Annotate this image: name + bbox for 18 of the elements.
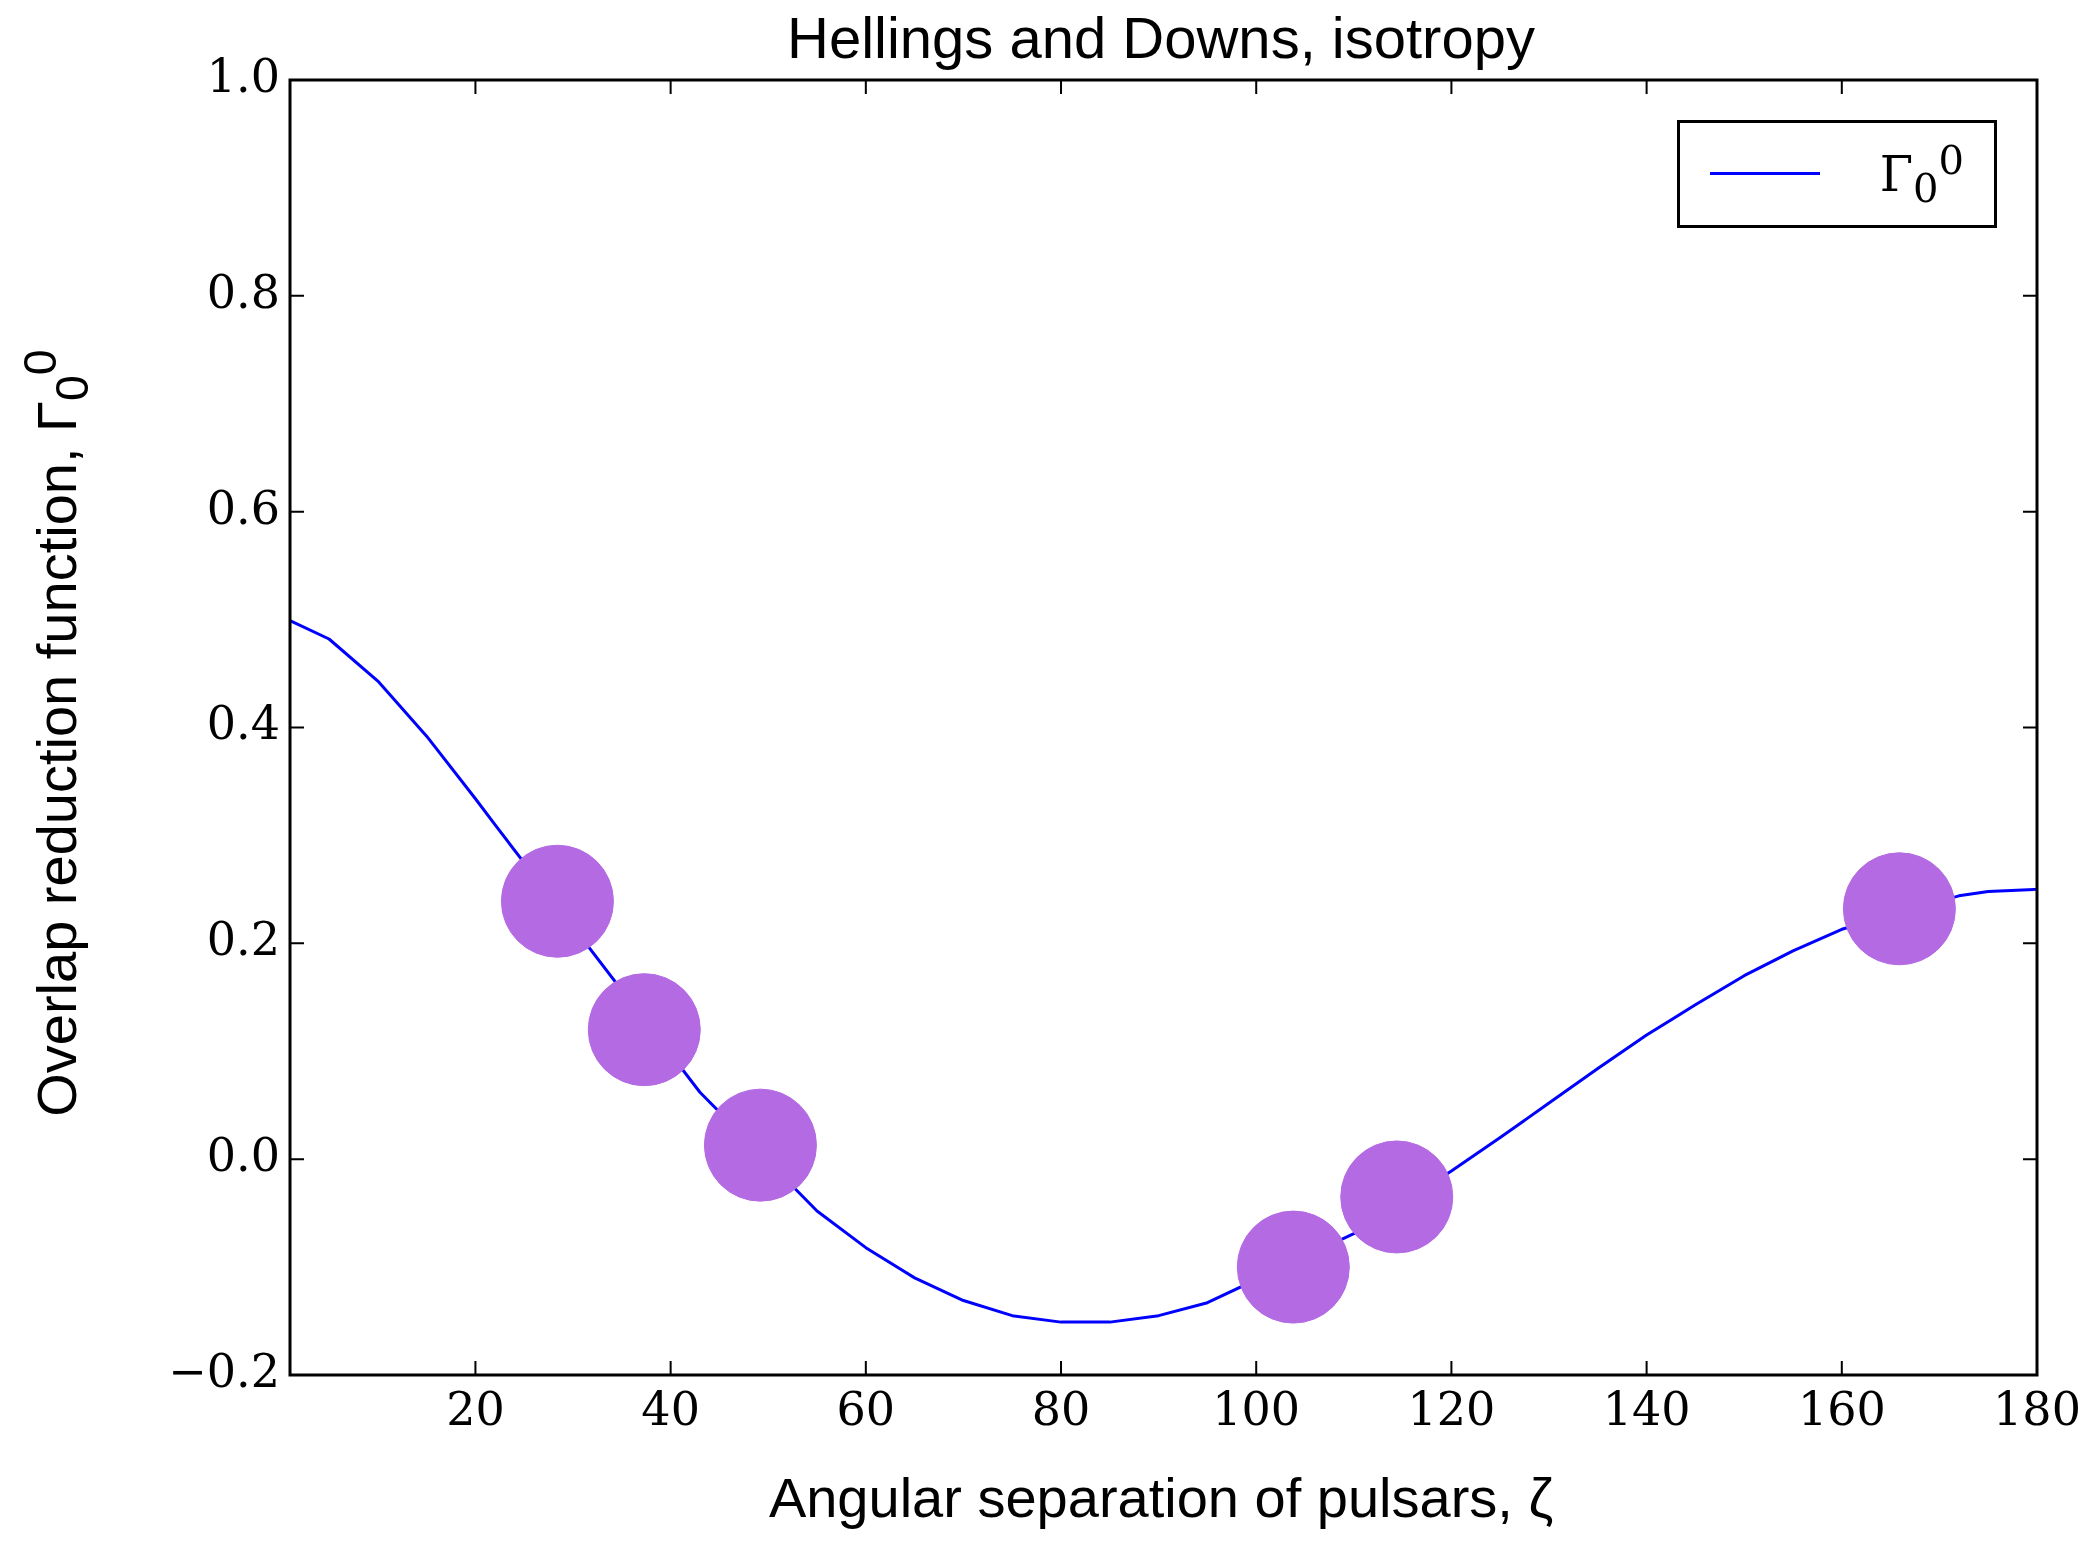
y-tick-label: −0.2	[168, 1343, 280, 1398]
y-tick-label: 1.0	[206, 48, 280, 103]
x-axis-title: Angular separation of pulsars, ζ	[767, 1465, 1555, 1530]
y-tick-label: 0.2	[206, 912, 280, 967]
chart-title: Hellings and Downs, isotropy	[786, 4, 1536, 71]
x-tick-label: 100	[1212, 1381, 1301, 1436]
x-tick-label: 20	[446, 1381, 505, 1436]
x-tick-label: 60	[836, 1381, 896, 1436]
x-tick-label: 140	[1602, 1381, 1691, 1436]
y-tick-label: 0.0	[206, 1128, 280, 1183]
y-tick-label: 0.8	[206, 264, 280, 319]
x-tick-label: 180	[1993, 1381, 2081, 1436]
y-tick-label: 0.4	[206, 696, 280, 751]
x-tick-label: 80	[1031, 1381, 1091, 1436]
y-tick-label: 0.6	[206, 480, 280, 535]
x-tick-label: 160	[1797, 1381, 1886, 1436]
x-tick-label: 120	[1407, 1381, 1496, 1436]
x-tick-label: 40	[641, 1381, 700, 1436]
